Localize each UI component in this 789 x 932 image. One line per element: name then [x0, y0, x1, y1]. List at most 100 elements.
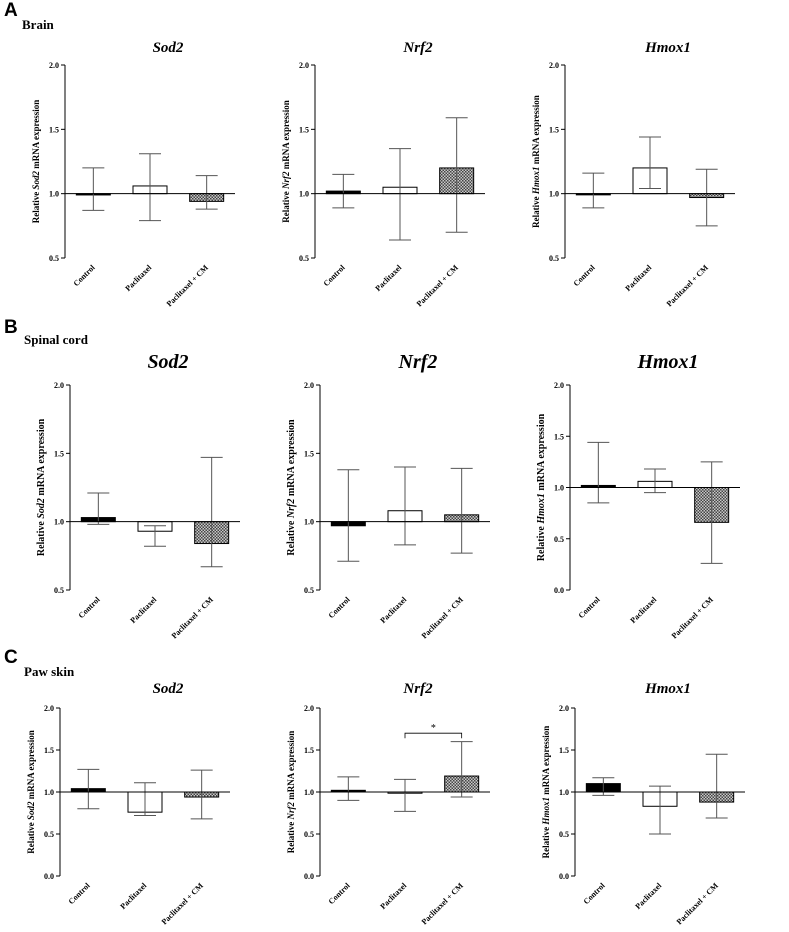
category-label-paw-skin-hmox1: Control [582, 881, 608, 907]
y-tick-label-brain-nrf2: 1.0 [299, 190, 309, 199]
y-tick-label-paw-skin-hmox1: 0.5 [559, 830, 569, 839]
y-tick-label-spinal-cord-hmox1: 1.5 [554, 432, 564, 441]
y-axis-label-gene: Nrf2 [281, 171, 291, 190]
category-label-paw-skin-sod2: Control [67, 881, 93, 907]
y-tick-label-spinal-cord-sod2: 1.0 [54, 518, 64, 527]
category-label-paw-skin-nrf2: Control [327, 881, 353, 907]
y-tick-label-paw-skin-sod2: 0.5 [44, 830, 54, 839]
panel-letter-a: A [4, 0, 18, 21]
category-label-paw-skin-sod2: Paclitaxel + CM [160, 881, 206, 927]
y-axis-label-paw-skin-sod2: Relative Sod2 mRNA expression [26, 730, 36, 854]
chart-title-brain-hmox1: Hmox1 [644, 40, 691, 56]
chart-spinal-cord-nrf2: Nrf2 0.5 1.0 1.5 2.0 Relative Nrf2 mRNA expre… [286, 351, 490, 640]
y-tick-label-brain-hmox1: 0.5 [549, 254, 559, 263]
charts-area: Sod2 0.5 1.0 1.5 2.0 Relative Sod2 mRNA expre… [26, 40, 745, 926]
y-tick-label-spinal-cord-nrf2: 0.5 [304, 586, 314, 595]
y-axis-label-gene: Hmox1 [531, 167, 541, 196]
y-tick-label-spinal-cord-hmox1: 0.5 [554, 535, 564, 544]
y-tick-label-paw-skin-sod2: 0.0 [44, 872, 54, 881]
y-tick-label-brain-sod2: 2.0 [49, 61, 59, 70]
y-axis-label-gene: Nrf2 [286, 499, 297, 519]
y-axis-label-suffix: mRNA expression [281, 100, 291, 171]
significance-bracket-paw-skin-nrf2 [404, 732, 463, 739]
y-tick-label-brain-nrf2: 1.5 [299, 125, 309, 134]
category-label-spinal-cord-sod2: Control [77, 595, 103, 621]
chart-title-spinal-cord-nrf2: Nrf2 [398, 351, 438, 373]
category-label-brain-hmox1: Control [572, 263, 598, 289]
y-tick-label-spinal-cord-sod2: 1.5 [54, 449, 64, 458]
y-axis-label-gene: Hmox1 [536, 493, 547, 525]
tissue-label-brain: Brain [22, 17, 55, 32]
y-axis-label-brain-nrf2: Relative Nrf2 mRNA expression [281, 100, 291, 223]
y-tick-label-paw-skin-nrf2: 1.0 [304, 788, 314, 797]
chart-title-paw-skin-nrf2: Nrf2 [402, 681, 433, 697]
y-tick-label-spinal-cord-nrf2: 2.0 [304, 381, 314, 390]
y-tick-label-brain-hmox1: 1.0 [549, 190, 559, 199]
category-label-brain-sod2: Control [72, 263, 98, 289]
y-axis-label-suffix: mRNA expression [536, 413, 547, 493]
category-label-spinal-cord-hmox1: Paclitaxel + CM [670, 595, 716, 641]
y-tick-label-paw-skin-nrf2: 0.0 [304, 872, 314, 881]
y-tick-label-brain-nrf2: 2.0 [299, 61, 309, 70]
tissue-label-paw-skin: Paw skin [24, 664, 75, 679]
y-axis-label-prefix: Relative [36, 519, 47, 557]
y-axis-label-suffix: mRNA expression [531, 95, 541, 166]
y-axis-label-gene: Sod2 [31, 171, 41, 190]
category-label-spinal-cord-hmox1: Paclitaxel [628, 595, 658, 625]
chart-paw-skin-nrf2: Nrf2 0.0 0.5 1.0 1.5 2.0 Relative Nrf2 mRNA ex… [286, 681, 490, 926]
category-label-spinal-cord-sod2: Paclitaxel [128, 595, 158, 625]
y-axis-label-prefix: Relative [286, 518, 297, 556]
y-tick-label-spinal-cord-nrf2: 1.5 [304, 449, 314, 458]
chart-title-brain-nrf2: Nrf2 [402, 40, 433, 56]
category-label-brain-nrf2: Control [322, 263, 348, 289]
y-axis-label-spinal-cord-nrf2: Relative Nrf2 mRNA expression [286, 419, 297, 556]
y-axis-label-prefix: Relative [541, 825, 551, 859]
y-tick-label-brain-nrf2: 0.5 [299, 254, 309, 263]
chart-brain-nrf2: Nrf2 0.5 1.0 1.5 2.0 Relative Nrf2 mRNA expre… [281, 40, 485, 308]
chart-spinal-cord-hmox1: Hmox1 0.0 0.5 1.0 1.5 2.0 Relative Hmox1 mRNA … [536, 351, 740, 640]
y-axis-label-paw-skin-hmox1: Relative Hmox1 mRNA expression [541, 726, 551, 859]
category-label-paw-skin-nrf2: Paclitaxel + CM [420, 881, 466, 927]
category-label-brain-nrf2: Paclitaxel [373, 263, 403, 293]
y-tick-label-paw-skin-sod2: 1.0 [44, 788, 54, 797]
y-tick-label-paw-skin-hmox1: 2.0 [559, 704, 569, 713]
tissue-label-spinal-cord: Spinal cord [24, 332, 89, 347]
y-tick-label-spinal-cord-hmox1: 0.0 [554, 586, 564, 595]
y-tick-label-brain-sod2: 0.5 [49, 254, 59, 263]
category-label-paw-skin-hmox1: Paclitaxel [633, 881, 663, 911]
category-label-brain-hmox1: Paclitaxel [623, 263, 653, 293]
y-tick-label-paw-skin-nrf2: 0.5 [304, 830, 314, 839]
y-axis-label-brain-hmox1: Relative Hmox1 mRNA expression [531, 95, 541, 228]
chart-title-paw-skin-hmox1: Hmox1 [644, 681, 691, 697]
y-axis-label-prefix: Relative [531, 194, 541, 228]
panel-letter-b: B [4, 317, 18, 338]
category-label-brain-sod2: Paclitaxel + CM [165, 263, 211, 309]
category-label-paw-skin-sod2: Paclitaxel [118, 881, 148, 911]
y-tick-label-spinal-cord-nrf2: 1.0 [304, 518, 314, 527]
y-tick-label-spinal-cord-hmox1: 1.0 [554, 484, 564, 493]
panel-letter-c: C [4, 647, 18, 668]
y-axis-label-suffix: mRNA expression [286, 731, 296, 802]
chart-spinal-cord-sod2: Sod2 0.5 1.0 1.5 2.0 Relative Sod2 mRNA expre… [36, 351, 240, 640]
y-tick-label-spinal-cord-sod2: 2.0 [54, 381, 64, 390]
y-axis-label-suffix: mRNA expression [36, 418, 47, 498]
chart-title-brain-sod2: Sod2 [153, 40, 184, 56]
y-tick-label-paw-skin-sod2: 2.0 [44, 704, 54, 713]
y-axis-label-prefix: Relative [536, 524, 547, 562]
category-label-spinal-cord-nrf2: Paclitaxel [378, 595, 408, 625]
y-tick-label-brain-sod2: 1.0 [49, 190, 59, 199]
y-axis-label-spinal-cord-hmox1: Relative Hmox1 mRNA expression [536, 413, 547, 561]
significance-label-paw-skin-nrf2: * [431, 723, 436, 734]
y-axis-label-prefix: Relative [31, 190, 41, 224]
y-axis-label-gene: Sod2 [36, 498, 47, 519]
chart-paw-skin-sod2: Sod2 0.0 0.5 1.0 1.5 2.0 Relative Sod2 mRNA ex… [26, 681, 230, 926]
chart-brain-sod2: Sod2 0.5 1.0 1.5 2.0 Relative Sod2 mRNA expre… [31, 40, 235, 308]
y-tick-label-paw-skin-hmox1: 0.0 [559, 872, 569, 881]
y-tick-label-paw-skin-nrf2: 1.5 [304, 746, 314, 755]
y-tick-label-paw-skin-nrf2: 2.0 [304, 704, 314, 713]
y-axis-label-gene: Nrf2 [286, 802, 296, 821]
category-label-brain-nrf2: Paclitaxel + CM [415, 263, 461, 309]
chart-paw-skin-hmox1: Hmox1 0.0 0.5 1.0 1.5 2.0 Relative Hmox1 mRNA … [541, 681, 745, 926]
chart-title-spinal-cord-sod2: Sod2 [147, 351, 188, 373]
y-tick-label-brain-sod2: 1.5 [49, 125, 59, 134]
